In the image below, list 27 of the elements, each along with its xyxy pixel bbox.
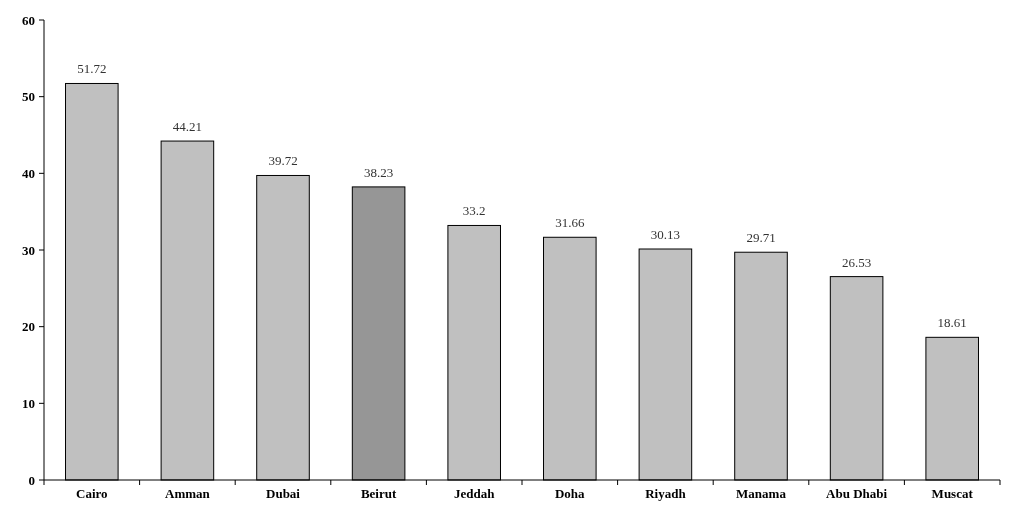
data-label: 39.72 bbox=[268, 153, 298, 169]
x-tick-label: Beirut bbox=[360, 486, 397, 501]
y-tick-label: 0 bbox=[28, 472, 35, 488]
data-label: 26.53 bbox=[841, 254, 872, 270]
data-label: 29.71 bbox=[746, 230, 776, 246]
data-label: 30.13 bbox=[650, 227, 681, 242]
x-tick-label: Muscat bbox=[931, 486, 974, 501]
y-tick-label: 10 bbox=[22, 395, 35, 411]
data-label: 33.2 bbox=[462, 203, 486, 219]
data-label: 44.21 bbox=[172, 119, 203, 135]
data-label: 51.72 bbox=[77, 61, 107, 77]
x-tick-label: Cairo bbox=[76, 486, 108, 501]
x-tick-label: Dubai bbox=[266, 486, 301, 501]
y-tick-label: 30 bbox=[22, 242, 35, 258]
x-tick-label: Abu Dhabi bbox=[826, 486, 888, 501]
x-tick-label: Manama bbox=[736, 486, 787, 501]
y-tick-label: 40 bbox=[22, 165, 35, 181]
x-tick-label: Doha bbox=[554, 486, 586, 501]
data-label: 31.66 bbox=[555, 215, 585, 231]
data-label: 18.61 bbox=[937, 315, 967, 331]
y-tick-label: 20 bbox=[22, 319, 35, 335]
x-tick-label: Riyadh bbox=[645, 486, 687, 501]
x-tick-label: Amman bbox=[165, 486, 211, 501]
x-tick-label: Jeddah bbox=[453, 486, 496, 501]
y-tick-label: 50 bbox=[22, 89, 35, 105]
y-tick-label: 60 bbox=[22, 12, 35, 28]
data-label: 38.23 bbox=[363, 164, 394, 180]
